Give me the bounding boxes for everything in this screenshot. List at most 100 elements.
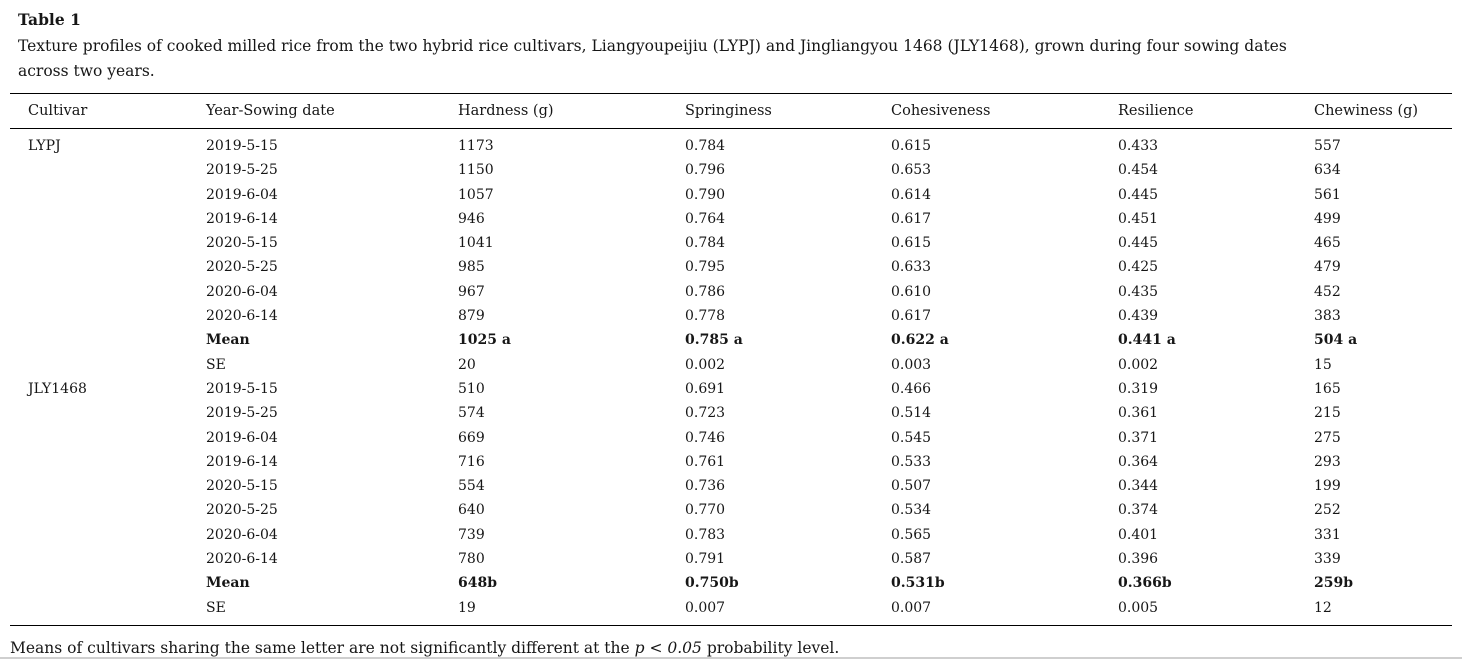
table-row: JLY1468 2019-5-15 510 0.691 0.466 0.319 … [10, 377, 1452, 401]
cell-springiness: 0.761 [685, 453, 726, 470]
cell-springiness: 0.746 [685, 429, 726, 446]
cell-chewiness: 331 [1314, 526, 1341, 543]
cell-chewiness: 452 [1314, 283, 1341, 300]
caption-line-2: across two years. [18, 62, 155, 80]
cell-cohesiveness: 0.545 [891, 429, 932, 446]
table-row: 2019-6-04 669 0.746 0.545 0.371 275 [10, 426, 1452, 450]
cell-cultivar: JLY1468 [28, 380, 87, 397]
header-cohesiveness: Cohesiveness [891, 93, 1118, 129]
cell-cohesiveness: 0.622 a [891, 332, 949, 349]
table-header: Cultivar Year-Sowing date Hardness (g) S… [10, 93, 1452, 129]
cell-chewiness: 479 [1314, 259, 1341, 276]
cell-chewiness: 252 [1314, 502, 1341, 519]
cell-year-sowing-date: 2019-5-25 [206, 162, 278, 179]
cell-chewiness: 259b [1314, 575, 1354, 592]
cell-hardness: 716 [458, 453, 485, 470]
cell-springiness: 0.791 [685, 551, 726, 568]
cell-resilience: 0.366b [1118, 575, 1172, 592]
cell-cultivar [10, 280, 206, 304]
cell-cohesiveness: 0.466 [891, 380, 932, 397]
cell-cultivar [10, 401, 206, 425]
cell-year-sowing-date: Mean [206, 332, 250, 349]
cell-springiness: 0.796 [685, 162, 726, 179]
cell-resilience: 0.364 [1118, 453, 1159, 470]
cell-resilience: 0.396 [1118, 551, 1159, 568]
cell-cohesiveness: 0.633 [891, 259, 932, 276]
cell-chewiness: 275 [1314, 429, 1341, 446]
table-row: 2020-6-14 879 0.778 0.617 0.439 383 [10, 304, 1452, 328]
cell-cultivar [10, 571, 206, 595]
cell-hardness: 1057 [458, 186, 494, 203]
cell-cultivar [10, 426, 206, 450]
cell-hardness: 1150 [458, 162, 494, 179]
table-row: 2020-6-14 780 0.791 0.587 0.396 339 [10, 547, 1452, 571]
cell-cohesiveness: 0.587 [891, 551, 932, 568]
cell-hardness: 574 [458, 405, 485, 422]
table-row: 2020-6-04 967 0.786 0.610 0.435 452 [10, 280, 1452, 304]
cell-chewiness: 165 [1314, 380, 1341, 397]
table-caption: Texture profiles of cooked milled rice f… [18, 34, 1452, 84]
cell-year-sowing-date: SE [206, 599, 226, 616]
table-row: Mean 1025 a 0.785 a 0.622 a 0.441 a 504 … [10, 328, 1452, 352]
cell-resilience: 0.005 [1118, 599, 1159, 616]
cell-cohesiveness: 0.610 [891, 283, 932, 300]
cell-springiness: 0.007 [685, 599, 726, 616]
cell-chewiness: 499 [1314, 210, 1341, 227]
cell-hardness: 669 [458, 429, 485, 446]
cell-cohesiveness: 0.534 [891, 502, 932, 519]
cell-year-sowing-date: 2019-6-14 [206, 210, 278, 227]
cell-hardness: 640 [458, 502, 485, 519]
cell-hardness: 967 [458, 283, 485, 300]
header-resilience: Resilience [1118, 93, 1314, 129]
caption-line-1: Texture profiles of cooked milled rice f… [18, 37, 1287, 55]
cell-cultivar [10, 207, 206, 231]
cell-cohesiveness: 0.617 [891, 308, 932, 325]
table-title: Table 1 [18, 10, 81, 29]
table-row: 2019-6-14 716 0.761 0.533 0.364 293 [10, 450, 1452, 474]
cell-year-sowing-date: 2020-5-15 [206, 235, 278, 252]
table-row: SE 19 0.007 0.007 0.005 12 [10, 596, 1452, 626]
cell-springiness: 0.783 [685, 526, 726, 543]
cell-cohesiveness: 0.007 [891, 599, 932, 616]
footnote-pvalue: p < 0.05 [634, 638, 702, 657]
table-row: 2020-5-25 640 0.770 0.534 0.374 252 [10, 498, 1452, 522]
table-body: LYPJ 2019-5-15 1173 0.784 0.615 0.433 55… [10, 129, 1452, 626]
cell-year-sowing-date: 2020-6-14 [206, 308, 278, 325]
cell-springiness: 0.002 [685, 356, 726, 373]
table-row: 2019-5-25 574 0.723 0.514 0.361 215 [10, 401, 1452, 425]
table-row: 2020-5-15 554 0.736 0.507 0.344 199 [10, 474, 1452, 498]
cell-cohesiveness: 0.003 [891, 356, 932, 373]
footnote-suffix: probability level. [701, 638, 840, 657]
cell-springiness: 0.778 [685, 308, 726, 325]
header-hardness: Hardness (g) [458, 93, 685, 129]
cell-chewiness: 339 [1314, 551, 1341, 568]
table-row: SE 20 0.002 0.003 0.002 15 [10, 353, 1452, 377]
cell-year-sowing-date: 2019-6-04 [206, 429, 278, 446]
cell-year-sowing-date: 2019-5-25 [206, 405, 278, 422]
cell-resilience: 0.433 [1118, 138, 1159, 154]
cell-hardness: 1173 [458, 138, 494, 154]
header-year-sowing-date: Year-Sowing date [206, 93, 458, 129]
cell-cultivar [10, 158, 206, 182]
cell-resilience: 0.445 [1118, 235, 1159, 252]
cell-resilience: 0.441 a [1118, 332, 1176, 349]
cell-springiness: 0.750b [685, 575, 739, 592]
header-cultivar: Cultivar [10, 93, 206, 129]
cell-chewiness: 293 [1314, 453, 1341, 470]
cell-cultivar [10, 255, 206, 279]
cell-springiness: 0.790 [685, 186, 726, 203]
cell-chewiness: 383 [1314, 308, 1341, 325]
cell-cultivar [10, 304, 206, 328]
cell-hardness: 554 [458, 478, 485, 495]
cell-cultivar [10, 474, 206, 498]
cell-cohesiveness: 0.615 [891, 138, 932, 154]
cell-chewiness: 634 [1314, 162, 1341, 179]
table-row: Mean 648b 0.750b 0.531b 0.366b 259b [10, 571, 1452, 595]
cell-cohesiveness: 0.617 [891, 210, 932, 227]
cell-cultivar: LYPJ [28, 138, 61, 154]
cell-chewiness: 465 [1314, 235, 1341, 252]
cell-year-sowing-date: 2020-5-25 [206, 502, 278, 519]
cell-chewiness: 561 [1314, 186, 1341, 203]
cell-year-sowing-date: 2020-6-04 [206, 283, 278, 300]
